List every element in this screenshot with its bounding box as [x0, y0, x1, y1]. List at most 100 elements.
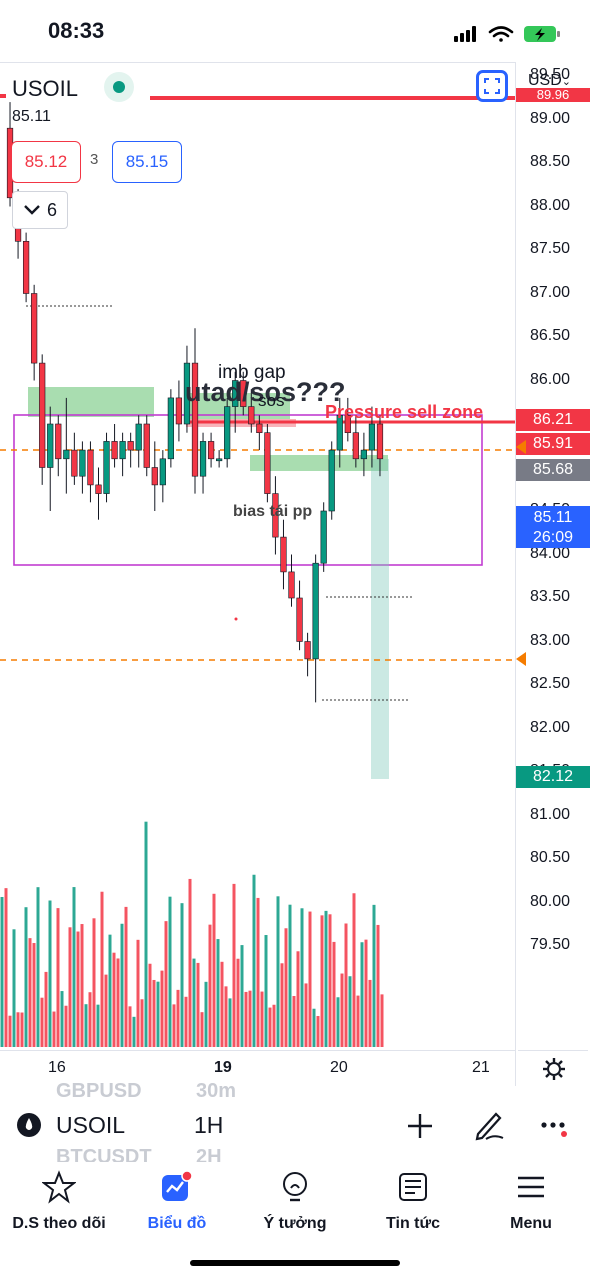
tab-news[interactable]: Tin tức — [354, 1170, 472, 1233]
time-label: 20 — [330, 1059, 348, 1076]
axis-settings-cell[interactable] — [518, 1050, 588, 1087]
volume-bar — [276, 896, 280, 1047]
chart-symbol[interactable]: USOIL — [12, 76, 79, 101]
fullscreen-button[interactable] — [476, 70, 508, 102]
volume-bar — [132, 1016, 136, 1047]
volume-bar — [164, 921, 168, 1047]
volume-bar — [172, 1004, 176, 1047]
volume-bar — [252, 874, 256, 1047]
annotation-imb-gap: imb gap — [218, 362, 286, 383]
orange-marker-1 — [516, 440, 526, 454]
tab-menu[interactable]: Menu — [472, 1170, 590, 1233]
candle — [127, 441, 134, 451]
volume-bar — [64, 1005, 68, 1047]
volume-bar — [96, 1004, 100, 1047]
volume-bar — [140, 999, 144, 1047]
volume-bar — [324, 910, 328, 1047]
candle — [87, 449, 94, 486]
volume-bar — [136, 939, 140, 1047]
volume-bar — [156, 981, 160, 1047]
sell-button[interactable]: 85.12 — [11, 141, 81, 183]
toolbar-symbol[interactable]: USOIL — [56, 1112, 126, 1138]
candlestick-chart — [0, 96, 515, 1047]
volume-bar — [28, 938, 32, 1047]
volume-bar — [72, 887, 76, 1047]
volume-bar — [344, 923, 348, 1047]
price-tick: 87.50 — [530, 240, 571, 257]
time-axis[interactable]: 16 19 20 21 — [0, 1050, 515, 1087]
candle — [119, 441, 126, 460]
volume-bar — [24, 907, 28, 1047]
volume-bar — [328, 914, 332, 1047]
candle — [71, 449, 78, 477]
candle — [167, 397, 174, 460]
volume-bar — [32, 943, 36, 1047]
toolbar-interval[interactable]: 1H — [194, 1112, 224, 1138]
candle — [183, 362, 191, 425]
indicators-collapse-button[interactable]: 6 — [12, 191, 68, 229]
candle — [256, 423, 263, 433]
candles — [6, 102, 384, 703]
candle — [224, 406, 231, 460]
more-icon[interactable] — [540, 1120, 570, 1138]
volume-bar — [180, 903, 184, 1047]
volume-bar — [148, 963, 152, 1047]
price-tick: 86.00 — [530, 370, 571, 388]
tab-ideas[interactable]: Ý tưởng — [236, 1170, 354, 1233]
annotation-utad: utad/sos??? — [185, 377, 346, 407]
volume-bar — [380, 994, 384, 1047]
volume-bar — [56, 908, 60, 1047]
buy-button[interactable]: 85.15 — [112, 141, 182, 183]
volume-bar — [204, 981, 208, 1047]
annotation-pressure-sell: Pressure sell zone — [325, 402, 484, 422]
orange-marker-2 — [516, 652, 526, 666]
volume-bar — [60, 991, 64, 1047]
volume-bar — [300, 908, 304, 1047]
volume-bar — [40, 997, 44, 1047]
volume-bar — [120, 923, 124, 1047]
annotation-bias: bias tái pp — [233, 503, 313, 520]
price-tick: 82.50 — [530, 675, 571, 692]
wifi-icon — [488, 26, 514, 42]
tab-watchlist[interactable]: D.S theo dõi — [0, 1170, 118, 1233]
candle — [272, 493, 279, 538]
spread: 3 — [90, 151, 99, 168]
ghost-interval: 30m — [196, 1080, 237, 1102]
plus-icon[interactable] — [406, 1112, 434, 1140]
tab-chart[interactable]: Biểu đồ — [118, 1170, 236, 1233]
price-label-85-91: 85.91 — [516, 433, 590, 455]
volume-bar — [200, 1012, 204, 1047]
candle — [175, 397, 183, 425]
candle — [22, 241, 30, 294]
time-label: 16 — [48, 1059, 66, 1076]
volume-bar — [44, 971, 48, 1047]
price-tick: 80.00 — [530, 892, 571, 910]
volume-bar — [364, 939, 368, 1047]
price-tick: 89.00 — [530, 109, 571, 127]
volume-bar — [100, 891, 104, 1047]
volume-bars — [0, 821, 384, 1047]
volume-bar — [176, 989, 180, 1047]
candle — [95, 484, 102, 494]
candle — [55, 423, 62, 460]
candle — [288, 571, 295, 599]
volume-bar — [68, 927, 72, 1047]
volume-bar — [0, 897, 4, 1047]
volume-bar — [216, 939, 220, 1047]
imbalance-zone — [28, 387, 154, 417]
range-box — [13, 414, 483, 566]
price-tick: 88.50 — [530, 153, 571, 170]
price-tick: 88.00 — [530, 196, 571, 214]
chevron-down-icon: ⌄ — [561, 76, 571, 88]
status-time: 08:33 — [48, 18, 105, 43]
battery-icon — [524, 26, 560, 42]
candle — [368, 423, 376, 451]
draw-pencil-icon[interactable] — [472, 1108, 506, 1142]
currency-selector[interactable]: USD⌄ — [528, 72, 571, 89]
chart-area[interactable]: imb gap utad/sos??? sos Pressure sell zo… — [0, 62, 515, 1087]
volume-bar — [260, 991, 264, 1047]
price-tick: 81.00 — [530, 805, 571, 823]
candle — [376, 423, 384, 460]
volume-bar — [84, 1004, 88, 1047]
price-axis[interactable]: 89.50 89.00 88.50 88.00 87.50 87.00 86.50 86.00… — [515, 62, 591, 1086]
